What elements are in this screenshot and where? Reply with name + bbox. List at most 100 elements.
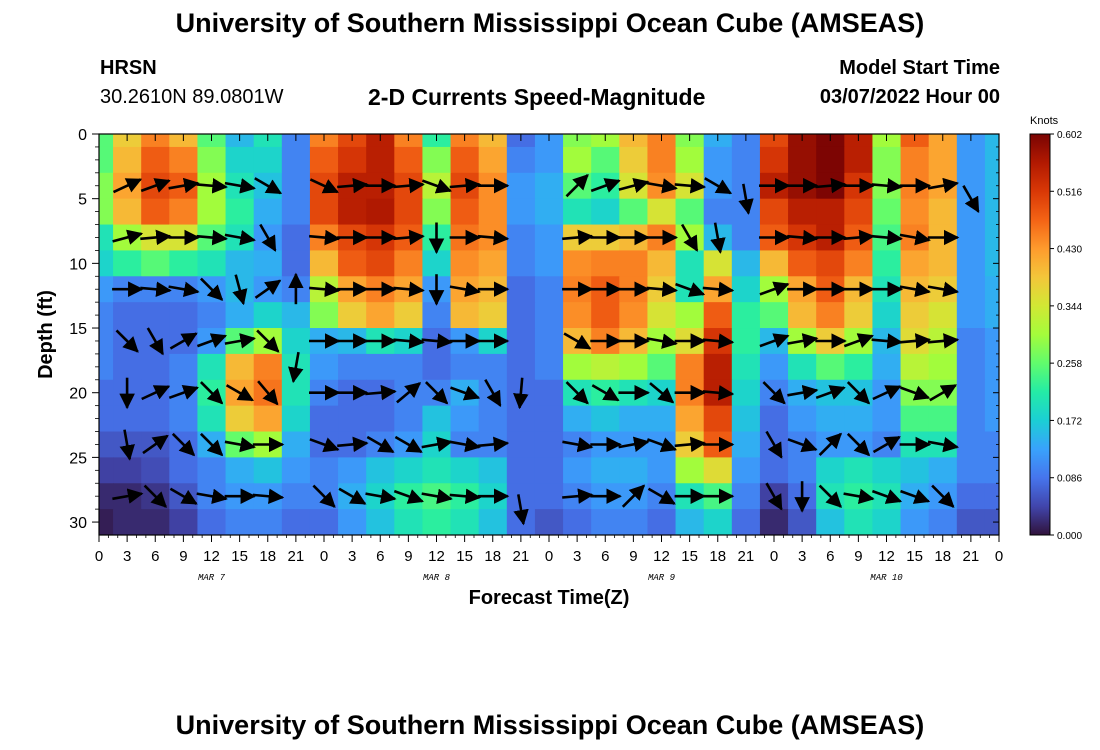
heatmap-cell <box>816 146 845 174</box>
current-vector-arrow <box>929 384 958 402</box>
heatmap-cell <box>253 146 283 174</box>
colorbar-tick-label: 0.430 <box>1057 245 1082 256</box>
heatmap-cell <box>816 353 845 381</box>
x-tick-label: 15 <box>231 548 248 565</box>
heatmap-cell <box>534 457 564 484</box>
x-tick-label: 15 <box>906 548 923 565</box>
heatmap-cell <box>169 198 199 226</box>
heatmap-cell <box>169 405 199 433</box>
current-vector-arrow <box>484 379 502 408</box>
heatmap-cell <box>394 509 424 535</box>
current-vector-arrow <box>365 384 397 401</box>
current-vector-arrow <box>815 177 847 194</box>
current-vector-arrow <box>846 432 871 457</box>
x-tick-label: 15 <box>681 548 698 565</box>
heatmap-cell <box>478 353 508 381</box>
heatmap-cell <box>675 509 705 535</box>
heatmap-cell <box>816 457 845 484</box>
heatmap-cell <box>281 302 311 329</box>
current-vector-arrow <box>146 327 164 356</box>
heatmap-cell <box>928 250 958 277</box>
heatmap-cell <box>928 509 958 535</box>
heatmap-cell <box>788 457 817 484</box>
y-tick-label: 0 <box>78 127 87 144</box>
heatmap-cell <box>956 379 986 407</box>
current-vector-arrow <box>257 380 279 406</box>
current-vector-arrow <box>900 489 931 504</box>
heatmap-cell <box>253 509 283 535</box>
x-tick-label: 6 <box>826 548 834 565</box>
heatmap-cell <box>591 302 620 329</box>
x-tick-label: 18 <box>934 548 951 565</box>
heatmap-cell <box>675 457 705 484</box>
x-tick-label: 0 <box>995 548 1003 565</box>
heatmap-cell <box>225 146 255 174</box>
current-vector-arrow <box>565 173 589 198</box>
heatmap-cell <box>872 146 902 174</box>
heatmap-cell <box>816 302 845 329</box>
heatmap-cell <box>534 483 564 510</box>
page-title: University of Southern Mississippi Ocean… <box>175 8 925 38</box>
x-tick-label: 12 <box>428 548 445 565</box>
heatmap-cell <box>197 302 227 329</box>
heatmap-cell <box>99 224 114 252</box>
x-axis-label: Forecast Time(Z) <box>469 587 630 609</box>
current-vector-arrow <box>232 274 248 306</box>
heatmap-cell <box>281 509 311 535</box>
current-vector-arrow <box>815 385 846 400</box>
heatmap-cell <box>141 250 170 277</box>
heatmap-cell <box>703 250 733 277</box>
current-vector-arrow <box>962 185 980 214</box>
heatmap-cell <box>338 302 367 329</box>
x-tick-label: 18 <box>709 548 726 565</box>
heatmap-cell <box>169 302 199 329</box>
heatmap-cell <box>366 457 395 484</box>
heatmap-cell <box>788 509 817 535</box>
heatmap-cell <box>872 405 902 433</box>
heatmap-cell <box>731 302 761 329</box>
heatmap-cell <box>928 405 958 433</box>
current-vectors <box>112 173 980 526</box>
heatmap-cell <box>872 353 902 381</box>
heatmap-cell <box>984 198 999 226</box>
heatmap-cell <box>928 353 958 381</box>
heatmap-cell <box>984 328 999 355</box>
speed-depth-time-chart: 0 3 6 9 12 15 18 21 0 3 6 9 12 15 18 21 0 3 6 9 12 15 18 21 0 3 6 9… <box>35 115 1082 609</box>
heatmap-cell <box>816 250 845 277</box>
heatmap-cell <box>141 198 170 226</box>
heatmap-cell <box>563 198 592 226</box>
heatmap-cell <box>534 250 564 277</box>
current-vector-arrow <box>702 333 735 349</box>
heatmap-cell <box>99 250 114 277</box>
current-vector-arrow <box>142 434 169 455</box>
current-vector-arrow <box>646 281 678 298</box>
heatmap-cell <box>197 250 227 277</box>
current-vector-arrow <box>449 436 481 453</box>
heatmap-cell <box>253 405 283 433</box>
x-tick-label: 12 <box>653 548 670 565</box>
heatmap-cell <box>281 457 311 484</box>
heatmap-cell <box>394 405 424 433</box>
heatmap-cell <box>872 509 902 535</box>
heatmap-cell <box>759 250 789 277</box>
x-tick-label: 9 <box>404 548 412 565</box>
current-vector-arrow <box>394 435 423 454</box>
heatmap-cell <box>984 302 999 329</box>
heatmap-cell <box>591 198 620 226</box>
current-vector-arrow <box>846 381 871 405</box>
heatmap-cell <box>759 146 789 174</box>
heatmap-cell <box>169 250 199 277</box>
heatmap-cell <box>844 250 874 277</box>
heatmap-cell <box>703 509 733 535</box>
heatmap-cell <box>99 172 114 200</box>
current-vector-arrow <box>256 329 280 353</box>
colorbar-tick-label: 0.172 <box>1057 416 1082 427</box>
heatmap-cell <box>619 457 649 484</box>
current-vector-arrow <box>421 488 453 505</box>
y-tick-label: 20 <box>69 386 87 403</box>
heatmap-cell <box>534 302 564 329</box>
heatmap-cell <box>309 250 339 277</box>
heatmap-cell <box>225 302 255 329</box>
heatmap-cell <box>619 198 649 226</box>
heatmap-cell <box>731 379 761 407</box>
